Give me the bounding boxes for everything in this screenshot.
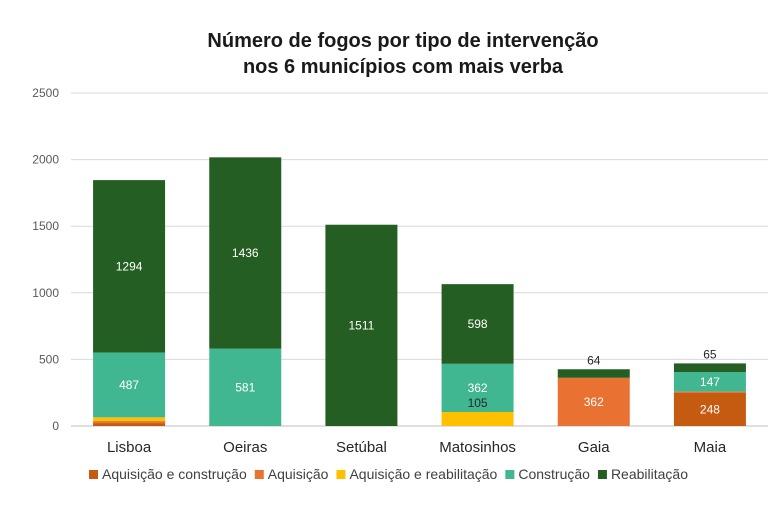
data-label: 1511: [349, 318, 375, 332]
legend-label: Aquisição: [268, 466, 329, 482]
bar-segment: [441, 363, 514, 413]
bar-segment: [209, 348, 282, 426]
data-label: 105: [468, 396, 488, 410]
y-tick-label: 500: [39, 352, 59, 366]
data-label: 598: [468, 317, 488, 331]
legend-label: Aquisição e construção: [102, 466, 247, 482]
y-tick-label: 1000: [32, 286, 59, 300]
x-tick-label: Matosinhos: [439, 439, 516, 456]
legend-label: Construção: [518, 466, 590, 482]
legend-item: Reabilitação: [597, 466, 688, 482]
legend-label: Reabilitação: [611, 466, 688, 482]
bar-segment: [93, 180, 166, 353]
bar-segment: [557, 369, 630, 378]
y-tick-label: 2000: [32, 153, 59, 167]
data-label: 147: [700, 375, 720, 389]
y-tick-label: 1500: [32, 219, 59, 233]
bar-segment: [93, 423, 166, 426]
legend-swatch: [254, 470, 264, 479]
legend-item: Construção: [505, 466, 590, 482]
bar-segment: [325, 224, 398, 426]
bar-segment: [673, 392, 746, 426]
bar-segment: [673, 372, 746, 392]
y-axis-tick-labels: 0 500 1000 1500 2000 2500: [32, 86, 59, 433]
data-label: 487: [119, 378, 139, 392]
data-label: 248: [700, 402, 720, 416]
y-tick-label: 0: [52, 419, 59, 433]
x-tick-label: Setúbal: [336, 439, 387, 456]
chart-title-line-1: Número de fogos por tipo de intervenção: [207, 30, 598, 52]
legend: Aquisição e construção Aquisição Aquisição…: [89, 466, 688, 482]
legend-swatch: [597, 470, 607, 479]
x-tick-label: Maia: [694, 439, 727, 456]
bar-segment: [441, 284, 514, 364]
bar-segment: [209, 157, 282, 349]
data-label: 362: [584, 395, 604, 409]
bar-segment: [93, 421, 166, 424]
bar-segment: [441, 412, 514, 426]
legend-label: Aquisição e reabilitação: [349, 466, 497, 482]
bar-segment: [93, 352, 166, 418]
x-axis-tick-labels: Lisboa Oeiras Setúbal Matosinhos Gaia Maia: [107, 439, 727, 456]
bar-segment: [673, 363, 746, 373]
bar-segment: [557, 377, 630, 426]
data-label: 1436: [232, 246, 259, 260]
legend-swatch: [89, 470, 98, 479]
legend-swatch: [336, 470, 346, 479]
chart-title-line-2: nos 6 municípios com mais verba: [243, 56, 564, 78]
legend-swatch: [505, 470, 515, 479]
data-label: 362: [468, 381, 488, 395]
x-tick-label: Oeiras: [223, 439, 267, 456]
gridlines: [71, 92, 768, 427]
legend-item: Aquisição e reabilitação: [336, 466, 498, 482]
data-label: 1294: [116, 259, 143, 273]
bar-segment: [93, 417, 166, 422]
data-label: 64: [587, 353, 601, 367]
x-tick-label: Lisboa: [107, 439, 152, 456]
bar-segment: [673, 391, 746, 393]
y-tick-label: 2500: [32, 86, 59, 100]
data-label: 581: [235, 380, 255, 394]
legend-item: Aquisição e construção: [89, 466, 247, 482]
x-tick-label: Gaia: [578, 439, 610, 456]
data-label: 65: [703, 347, 717, 361]
legend-item: Aquisição: [254, 466, 329, 482]
bars: [93, 157, 746, 426]
